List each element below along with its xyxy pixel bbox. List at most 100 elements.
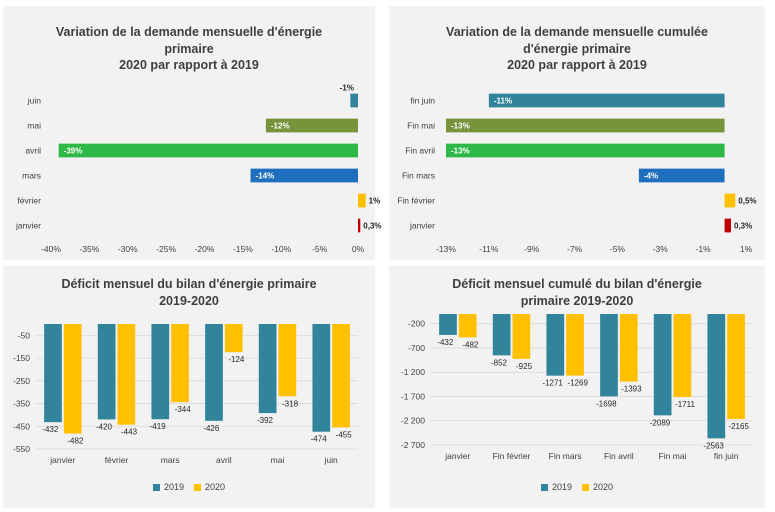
y-tick-label: -150: [13, 353, 30, 363]
chart-legend: 2019 2020: [541, 482, 613, 492]
bar: [512, 314, 531, 359]
bar: [458, 314, 477, 338]
data-label: 0,3%: [734, 222, 752, 231]
y-tick-label: -250: [13, 376, 30, 386]
bar: [312, 324, 331, 432]
data-label: -474: [311, 435, 328, 444]
x-tick-label: -13%: [436, 244, 456, 254]
chart-panel-monthly-variation: Variation de la demande mensuelle d'éner…: [3, 6, 382, 260]
data-label: -344: [175, 405, 192, 414]
data-label: -432: [42, 425, 59, 434]
data-label: -13%: [451, 122, 470, 131]
bar: [653, 314, 672, 416]
category-label: mai: [271, 455, 285, 465]
bar: [600, 314, 618, 397]
category-label: juin: [324, 455, 339, 465]
bar: [619, 314, 638, 382]
bar: [492, 314, 511, 356]
data-label: -12%: [271, 122, 290, 131]
data-label: -1269: [567, 379, 588, 388]
x-tick-label: -40%: [41, 244, 61, 254]
monthly-variation-chart: -40% -35% -30% -25% -20% -15% -10% -5% 0% juin -1%…: [15, 84, 382, 254]
bar: [724, 218, 731, 233]
chart-panel-cumulative-deficit: Déficit mensuel cumulé du bilan d'énergi…: [389, 266, 765, 508]
bar: [566, 314, 584, 376]
category-label: mai: [27, 121, 41, 131]
data-label: -420: [96, 422, 113, 431]
monthly-deficit-chart: -50 -150 -250 -350 -450 -550 janvier -432 -482 fé…: [13, 324, 358, 465]
data-label: -1698: [596, 399, 617, 408]
x-tick-label: -10%: [271, 244, 291, 254]
legend-swatch: [582, 483, 590, 491]
cumulative-variation-chart: -13% -11% -9% -7% -5% -3% -1% 1% fin juin -11% Fin…: [397, 93, 757, 254]
category-label: mars: [161, 455, 180, 465]
data-label: -455: [336, 430, 353, 439]
data-label: 0,5%: [738, 197, 756, 206]
category-label: Fin avril: [405, 146, 435, 156]
y-tick-label: -1 700: [401, 391, 425, 401]
x-tick-label: -15%: [233, 244, 253, 254]
bar: [97, 324, 116, 420]
x-tick-label: -3%: [653, 244, 669, 254]
bar: [117, 324, 136, 425]
data-label: -392: [257, 416, 274, 425]
bar: [151, 324, 170, 420]
legend-item-2020: 2020: [582, 482, 613, 492]
chart-title: Déficit mensuel du bilan d'énergie prima…: [61, 277, 317, 308]
chart-panel-cumulative-variation: Variation de la demande mensuelle cumulé…: [389, 6, 765, 260]
data-label: -443: [121, 428, 138, 437]
legend-swatch: [194, 483, 202, 491]
y-tick-label: -2 700: [401, 440, 425, 450]
bar: [446, 143, 725, 158]
x-tick-label: 0%: [352, 244, 365, 254]
bar: [638, 168, 725, 183]
y-tick-label: -700: [408, 343, 425, 353]
data-label: 1%: [369, 197, 381, 206]
legend-item-2020: 2020: [194, 482, 225, 492]
data-label: -432: [437, 338, 454, 347]
category-label: mars: [22, 171, 41, 181]
data-label: -318: [282, 399, 299, 408]
bar: [439, 314, 457, 335]
data-label: -14%: [256, 172, 275, 181]
cumulative-deficit-chart: -200 -700 -1 200 -1 700 -2 200 -2 700 janvier -…: [401, 314, 753, 461]
bar: [673, 314, 692, 398]
data-label: -852: [491, 358, 508, 367]
data-label: -4%: [644, 172, 658, 181]
data-label: -1393: [621, 385, 642, 394]
legend-item-2019: 2019: [153, 482, 184, 492]
y-tick-label: -200: [408, 319, 425, 329]
bar: [44, 324, 62, 423]
category-label: Fin mars: [549, 451, 582, 461]
category-label: février: [17, 196, 41, 206]
chart-title: Variation de la demande mensuelle d'éner…: [55, 25, 323, 72]
bar: [205, 324, 223, 421]
data-label: -482: [462, 340, 479, 349]
bar: [171, 324, 189, 403]
bar: [332, 324, 350, 428]
chart-title: Variation de la demande mensuelle cumulé…: [446, 25, 708, 72]
data-label: -13%: [451, 147, 470, 156]
category-label: février: [105, 455, 129, 465]
bar: [358, 193, 366, 208]
bar: [250, 168, 358, 183]
x-tick-label: -25%: [156, 244, 176, 254]
legend-swatch: [541, 483, 548, 491]
bar: [446, 118, 725, 133]
category-label: fin juin: [714, 451, 739, 461]
y-tick-label: -350: [13, 399, 30, 409]
category-label: janvier: [49, 455, 75, 465]
bar: [265, 118, 358, 133]
x-tick-label: -35%: [79, 244, 99, 254]
x-tick-label: -9%: [524, 244, 540, 254]
bar: [546, 314, 565, 376]
legend-swatch: [153, 483, 160, 491]
bar: [358, 218, 361, 233]
y-tick-label: -1 200: [401, 367, 425, 377]
chart-panel-monthly-deficit: Déficit mensuel du bilan d'énergie prima…: [3, 266, 375, 508]
data-label: -11%: [494, 97, 512, 106]
data-label: -925: [516, 362, 533, 371]
category-label: janvier: [409, 221, 435, 231]
bar: [727, 314, 745, 420]
data-label: -39%: [64, 147, 83, 156]
